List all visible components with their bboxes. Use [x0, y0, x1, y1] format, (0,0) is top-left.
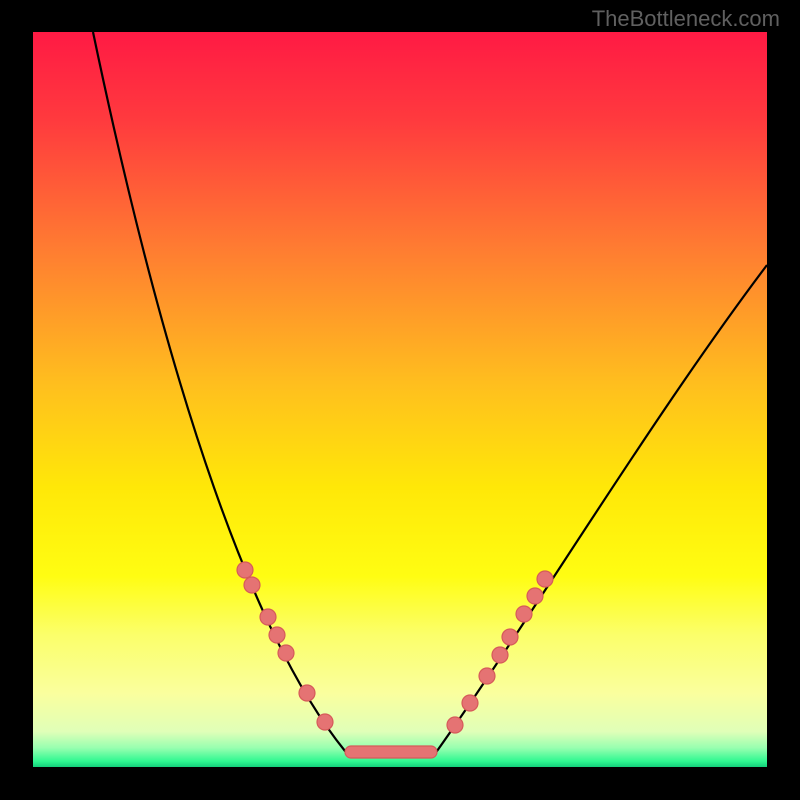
right-marker — [462, 695, 478, 711]
right-marker — [479, 668, 495, 684]
left-marker — [237, 562, 253, 578]
right-marker — [492, 647, 508, 663]
right-marker — [502, 629, 518, 645]
left-marker — [278, 645, 294, 661]
right-marker — [516, 606, 532, 622]
left-marker — [317, 714, 333, 730]
bottom-bar-marker — [345, 746, 437, 758]
right-marker — [447, 717, 463, 733]
gradient-panel — [33, 32, 767, 767]
plot-svg — [0, 0, 800, 800]
right-marker — [537, 571, 553, 587]
left-marker — [299, 685, 315, 701]
watermark-text: TheBottleneck.com — [592, 6, 780, 32]
right-marker — [527, 588, 543, 604]
left-marker — [244, 577, 260, 593]
left-marker — [260, 609, 276, 625]
left-marker — [269, 627, 285, 643]
plot-area — [0, 0, 800, 800]
